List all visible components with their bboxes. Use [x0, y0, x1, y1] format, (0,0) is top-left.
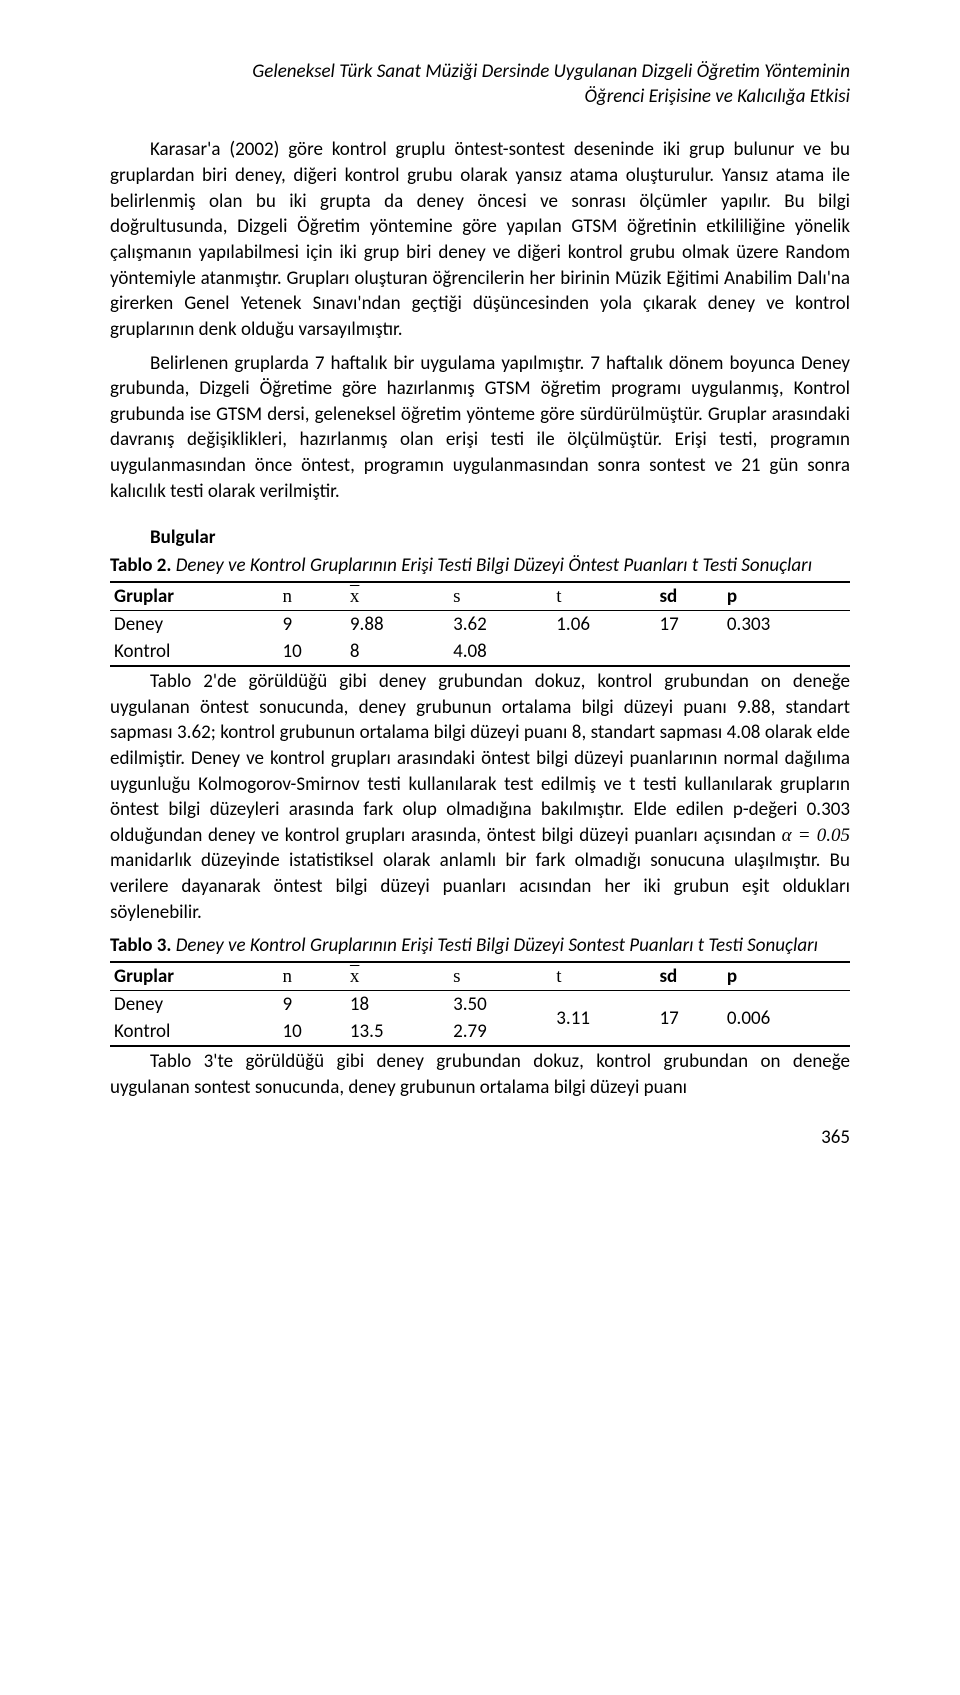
t2-r0-xbar: 9.88: [346, 610, 449, 638]
t2-h-sd: sd: [655, 582, 722, 611]
t2-r1-n: 10: [278, 638, 345, 666]
t2-h-n: n: [278, 582, 345, 611]
t2-r1-s: 4.08: [449, 638, 552, 666]
t2-r1-sd: [655, 638, 722, 666]
header-line2: Öğrenci Erişisine ve Kalıcılığa Etkisi: [585, 85, 851, 108]
t2-r0-n: 9: [278, 610, 345, 638]
t2-r0-sd: 17: [655, 610, 722, 638]
t3-r0-sd: 17: [655, 991, 722, 1047]
t3-r1-s: 2.79: [449, 1018, 552, 1046]
t3-r0-p: 0.006: [723, 991, 850, 1047]
t3-h-t: t: [552, 962, 655, 991]
table3-label: Tablo 3.: [110, 934, 171, 957]
t3-h-n: n: [278, 962, 345, 991]
table3: Gruplar n x s t sd p Deney 9 18 3.50 3.1…: [110, 961, 850, 1047]
alpha-expression: α = 0.05: [782, 825, 850, 846]
t2-r0-t: 1.06: [552, 610, 655, 638]
t2-r0-p: 0.303: [723, 610, 850, 638]
table2: Gruplar n x s t sd p Deney 9 9.88 3.62 1…: [110, 581, 850, 667]
t2-r1-xbar: 8: [346, 638, 449, 666]
running-header: Geleneksel Türk Sanat Müziği Dersinde Uy…: [110, 60, 850, 109]
table-row: Kontrol 10 8 4.08: [110, 638, 850, 666]
table2-caption: Tablo 2. Deney ve Kontrol Gruplarının Er…: [110, 553, 850, 579]
t3-r0-n: 9: [278, 991, 345, 1019]
t2-r0-s: 3.62: [449, 610, 552, 638]
t2-h-xbar: x: [346, 582, 449, 611]
paragraph-4: Tablo 3'te görüldüğü gibi deney grubunda…: [110, 1049, 850, 1100]
t3-r0-xbar: 18: [346, 991, 449, 1019]
t2-r0-grup: Deney: [110, 610, 278, 638]
t3-h-sd: sd: [655, 962, 722, 991]
paragraph-2: Belirlenen gruplarda 7 haftalık bir uygu…: [110, 351, 850, 505]
t2-r1-t: [552, 638, 655, 666]
t3-r1-n: 10: [278, 1018, 345, 1046]
t2-h-t: t: [552, 582, 655, 611]
t3-r1-grup: Kontrol: [110, 1018, 278, 1046]
t3-h-gruplar: Gruplar: [110, 962, 278, 991]
t3-h-s: s: [449, 962, 552, 991]
t2-r1-grup: Kontrol: [110, 638, 278, 666]
table3-caption: Tablo 3. Deney ve Kontrol Gruplarının Er…: [110, 933, 850, 959]
para3-a: Tablo 2'de görüldüğü gibi deney grubunda…: [110, 670, 850, 847]
t3-r0-grup: Deney: [110, 991, 278, 1019]
t2-h-gruplar: Gruplar: [110, 582, 278, 611]
paragraph-1: Karasar'a (2002) göre kontrol gruplu önt…: [110, 137, 850, 342]
t3-h-xbar: x: [346, 962, 449, 991]
t2-h-s: s: [449, 582, 552, 611]
t2-r1-p: [723, 638, 850, 666]
t3-h-p: p: [723, 962, 850, 991]
table-row: Deney 9 9.88 3.62 1.06 17 0.303: [110, 610, 850, 638]
t3-r1-xbar: 13.5: [346, 1018, 449, 1046]
header-line1: Geleneksel Türk Sanat Müziği Dersinde Uy…: [252, 60, 850, 83]
table2-label: Tablo 2.: [110, 554, 171, 577]
table-row: Deney 9 18 3.50 3.11 17 0.006: [110, 991, 850, 1019]
t2-h-p: p: [723, 582, 850, 611]
paragraph-3: Tablo 2'de görüldüğü gibi deney grubunda…: [110, 669, 850, 925]
section-heading-findings: Bulgular: [110, 526, 850, 549]
t3-r0-t: 3.11: [552, 991, 655, 1047]
para3-b: manidarlık düzeyinde istatistiksel olara…: [110, 849, 850, 923]
table2-title: Deney ve Kontrol Gruplarının Erişi Testi…: [171, 554, 812, 577]
table3-title: Deney ve Kontrol Gruplarının Erişi Testi…: [171, 934, 818, 957]
page-number: 365: [110, 1126, 850, 1149]
t3-r0-s: 3.50: [449, 991, 552, 1019]
